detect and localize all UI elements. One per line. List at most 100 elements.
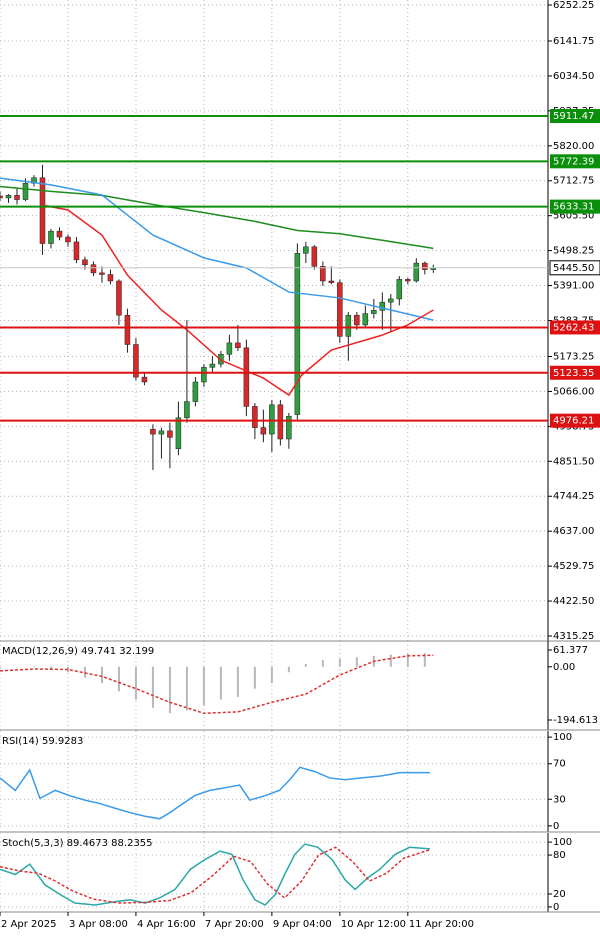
candle-body (320, 266, 326, 282)
candle-body (260, 427, 267, 435)
candle-body (354, 314, 360, 326)
y-tick-label: 4637.00 (553, 526, 594, 537)
level-label-box (550, 413, 600, 428)
y-tick-label: 61.377 (553, 645, 588, 656)
y-tick-label: 0.00 (553, 662, 575, 673)
y-tick-label: 6034.50 (553, 71, 594, 82)
y-tick-label: 4315.25 (553, 631, 594, 642)
candle-body (158, 430, 165, 435)
candle-body (116, 280, 122, 316)
histogram-bar (304, 664, 307, 667)
y-tick-label: 5173.25 (553, 351, 594, 362)
y-tick-label: 4744.25 (553, 491, 594, 502)
y-tick-label: 100 (553, 837, 572, 848)
candle-body (5, 195, 12, 199)
candle-body (65, 236, 71, 243)
level-label: 5772.39 (553, 156, 594, 167)
candle-body (269, 404, 275, 435)
candle-body (337, 282, 343, 337)
candle-body (243, 347, 250, 407)
last-price-box (549, 260, 600, 276)
candle-body (0, 195, 3, 199)
level-label-box (550, 320, 600, 335)
y-tick-label: 5498.25 (553, 246, 594, 257)
x-tick-label: 7 Apr 20:00 (205, 919, 264, 930)
histogram-bar (236, 666, 239, 697)
level-label: 5911.47 (553, 111, 594, 122)
histogram-bar (338, 658, 341, 667)
y-tick-label: 6252.25 (553, 0, 594, 11)
y-tick-label: 4422.50 (553, 596, 594, 607)
histogram-bar (406, 653, 409, 667)
candle-body (362, 313, 369, 326)
candle-body (396, 279, 403, 300)
candle-body (22, 183, 29, 200)
level-label-box (550, 109, 600, 124)
y-tick-label: 4851.50 (553, 456, 594, 467)
series-line (0, 766, 430, 820)
candle-body (405, 279, 411, 282)
histogram-bar (287, 666, 290, 673)
candle-body (303, 246, 309, 254)
panel-title: RSI(14) 59.9283 (2, 736, 83, 747)
candle-body (73, 241, 80, 261)
y-tick-label: -194.613 (553, 715, 598, 726)
candle-body (107, 274, 114, 282)
last-price-label: 5445.50 (553, 263, 594, 274)
histogram-bar (219, 666, 222, 700)
candle-body (124, 314, 131, 345)
series-line (0, 185, 434, 250)
y-tick-label: 4529.75 (553, 561, 594, 572)
level-label: 5633.31 (553, 202, 594, 213)
y-tick-label: 80 (553, 850, 566, 861)
series-line (0, 846, 431, 904)
candle-body (14, 195, 20, 200)
level-label: 4976.21 (553, 416, 594, 427)
candle-body (48, 230, 54, 244)
candle-body (286, 415, 292, 440)
candle-body (39, 177, 46, 244)
x-tick-label: 4 Apr 16:00 (137, 919, 196, 930)
histogram-bar (389, 654, 392, 667)
histogram-bar (134, 666, 137, 700)
histogram-bar (0, 666, 1, 669)
y-tick-label: 0 (553, 821, 559, 832)
candle-body (56, 230, 63, 238)
candle-body (345, 314, 352, 337)
y-tick-label: 70 (553, 759, 566, 770)
histogram-bar (49, 666, 52, 670)
panel-title: MACD(12,26,9) 49.741 32.199 (2, 646, 154, 657)
candle-body (422, 262, 428, 270)
candle-body (192, 381, 199, 402)
level-label-box (550, 199, 600, 214)
candle-body (328, 280, 335, 283)
y-tick-label: 0 (553, 902, 559, 913)
candle-body (90, 264, 97, 274)
histogram-bar (202, 666, 205, 706)
y-tick-label: 30 (553, 794, 566, 805)
series-line (0, 177, 434, 321)
panel-title: Stoch(5,3,3) 89.4673 88.2355 (2, 838, 153, 849)
y-tick-label: 20 (553, 889, 566, 900)
histogram-bar (117, 666, 120, 692)
histogram-bar (15, 666, 18, 668)
y-tick-label: 5820.00 (553, 141, 594, 152)
candle-body (388, 298, 394, 303)
candle-body (99, 272, 105, 275)
candle-body (252, 406, 258, 428)
candle-body (379, 301, 386, 311)
y-tick-label: 5066.00 (553, 386, 594, 397)
candle-body (201, 367, 207, 383)
y-tick-label: 6141.75 (553, 36, 594, 47)
candle-body (133, 344, 139, 378)
candle-body (311, 246, 318, 267)
candle-body (277, 404, 284, 440)
candle-body (371, 310, 377, 314)
histogram-bar (32, 666, 35, 667)
candle-body (175, 417, 182, 450)
x-tick-label: 10 Apr 12:00 (341, 919, 406, 930)
level-label-box (550, 365, 600, 380)
level-label: 5262.43 (553, 322, 594, 333)
